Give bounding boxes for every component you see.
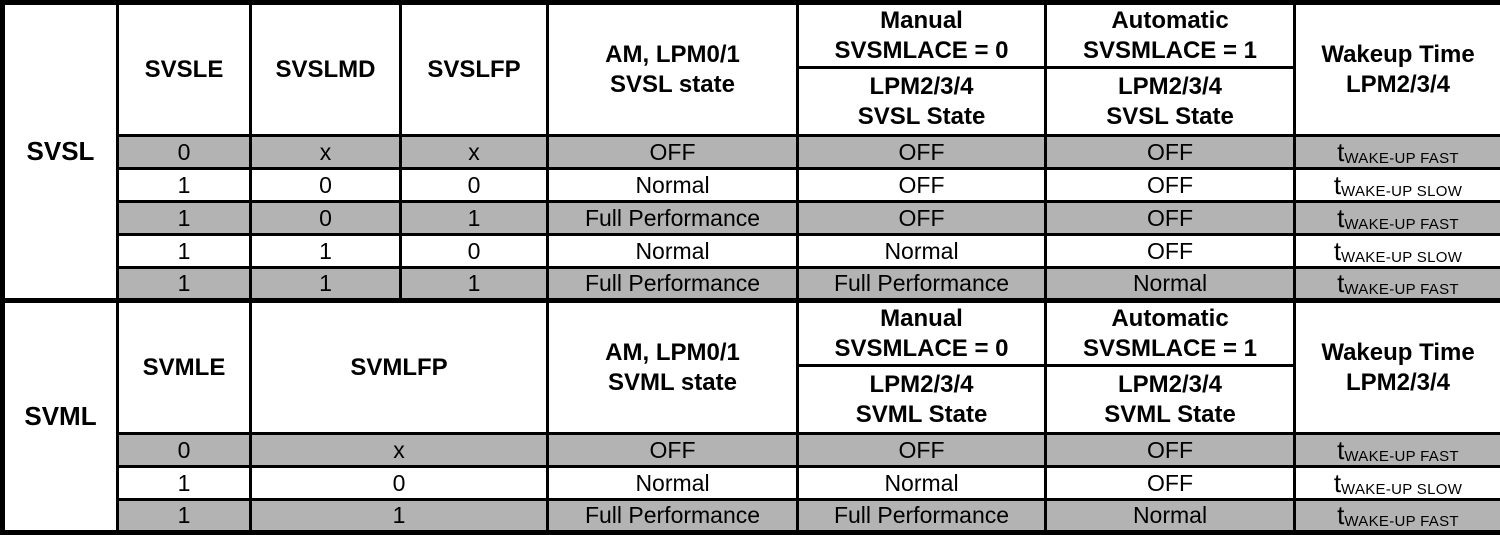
wakeup-time-symbol: t [1334,236,1341,266]
am-state-value: Normal [548,235,798,268]
wakeup-time-value: tWAKE-UP SLOW [1295,235,1500,268]
automatic-state-value: OFF [1046,467,1295,500]
wakeup-time-value: tWAKE-UP FAST [1295,202,1500,235]
svslfp-value: x [401,136,548,169]
svmlfp-value: 0 [251,467,548,500]
svml-header-automatic: Automatic SVSMLACE = 1 [1046,301,1295,366]
svsl-data-row: 1 1 1 Full Performance Full Performance … [3,268,1500,301]
svml-header-svmlfp: SVMLFP [251,301,548,434]
wakeup-time-subscript: WAKE-UP SLOW [1341,249,1462,266]
wakeup-time-subscript: WAKE-UP SLOW [1341,183,1462,200]
svml-header-manual: Manual SVSMLACE = 0 [798,301,1046,366]
am-state-value: Full Performance [548,202,798,235]
svml-data-row: 1 0 Normal Normal OFF tWAKE-UP SLOW [3,467,1500,500]
svml-header-row-top: SVML SVMLE SVMLFP AM, LPM0/1 SVML state … [3,301,1500,366]
wakeup-time-value: tWAKE-UP SLOW [1295,169,1500,202]
svml-header-automatic-lpm-state: LPM2/3/4 SVML State [1046,366,1295,434]
svml-header-svmle: SVMLE [118,301,251,434]
svsl-section-label: SVSL [3,3,118,301]
svslmd-value: 0 [251,202,401,235]
svsl-header-automatic: Automatic SVSMLACE = 1 [1046,3,1295,68]
wakeup-time-value: tWAKE-UP FAST [1295,434,1500,467]
svsl-header-svslmd: SVSLMD [251,3,401,136]
wakeup-time-subscript: WAKE-UP SLOW [1341,481,1462,498]
wakeup-time-value: tWAKE-UP SLOW [1295,467,1500,500]
svsle-value: 1 [118,169,251,202]
svml-header-am-state: AM, LPM0/1 SVML state [548,301,798,434]
svsle-value: 1 [118,268,251,301]
manual-state-value: OFF [798,136,1046,169]
manual-state-value: Normal [798,467,1046,500]
wakeup-time-value: tWAKE-UP FAST [1295,500,1500,533]
automatic-state-value: OFF [1046,169,1295,202]
svml-header-manual-lpm-state: LPM2/3/4 SVML State [798,366,1046,434]
svsl-header-wakeup-time: Wakeup Time LPM2/3/4 [1295,3,1500,136]
am-state-value: Normal [548,169,798,202]
svslmd-value: 1 [251,268,401,301]
manual-state-value: OFF [798,202,1046,235]
svslfp-value: 1 [401,268,548,301]
wakeup-time-subscript: WAKE-UP FAST [1344,448,1458,465]
svslmd-value: 1 [251,235,401,268]
wakeup-time-value: tWAKE-UP FAST [1295,268,1500,301]
svslmd-value: x [251,136,401,169]
wakeup-time-symbol: t [1334,468,1341,498]
manual-state-value: Full Performance [798,268,1046,301]
wakeup-time-subscript: WAKE-UP FAST [1344,281,1458,298]
svml-section-label: SVML [3,301,118,533]
svmle-value: 1 [118,467,251,500]
automatic-state-value: OFF [1046,202,1295,235]
svslmd-value: 0 [251,169,401,202]
automatic-state-value: Normal [1046,268,1295,301]
svml-data-row: 1 1 Full Performance Full Performance No… [3,500,1500,533]
svslfp-value: 1 [401,202,548,235]
wakeup-time-symbol: t [1334,170,1341,200]
wakeup-time-subscript: WAKE-UP FAST [1344,150,1458,167]
svsl-header-row-top: SVSL SVSLE SVSLMD SVSLFP AM, LPM0/1 SVSL… [3,3,1500,68]
svml-header-wakeup-time: Wakeup Time LPM2/3/4 [1295,301,1500,434]
svmlfp-value: 1 [251,500,548,533]
svsl-data-row: 0 x x OFF OFF OFF tWAKE-UP FAST [3,136,1500,169]
manual-state-value: OFF [798,169,1046,202]
am-state-value: OFF [548,434,798,467]
svslfp-value: 0 [401,169,548,202]
svsl-header-manual-lpm-state: LPM2/3/4 SVSL State [798,68,1046,136]
svsle-value: 1 [118,235,251,268]
svmle-value: 0 [118,434,251,467]
am-state-value: Full Performance [548,500,798,533]
automatic-state-value: OFF [1046,136,1295,169]
svml-data-row: 0 x OFF OFF OFF tWAKE-UP FAST [3,434,1500,467]
svsl-data-row: 1 1 0 Normal Normal OFF tWAKE-UP SLOW [3,235,1500,268]
manual-state-value: Normal [798,235,1046,268]
svsl-header-manual: Manual SVSMLACE = 0 [798,3,1046,68]
svsl-header-automatic-lpm-state: LPM2/3/4 SVSL State [1046,68,1295,136]
wakeup-time-value: tWAKE-UP FAST [1295,136,1500,169]
automatic-state-value: Normal [1046,500,1295,533]
wakeup-time-subscript: WAKE-UP FAST [1344,513,1458,530]
svslfp-value: 0 [401,235,548,268]
am-state-value: Normal [548,467,798,500]
svsle-value: 1 [118,202,251,235]
wakeup-time-subscript: WAKE-UP FAST [1344,216,1458,233]
am-state-value: OFF [548,136,798,169]
svmle-value: 1 [118,500,251,533]
am-state-value: Full Performance [548,268,798,301]
automatic-state-value: OFF [1046,235,1295,268]
svsl-header-svsle: SVSLE [118,3,251,136]
manual-state-value: OFF [798,434,1046,467]
svsl-header-svslfp: SVSLFP [401,3,548,136]
svsl-header-am-state: AM, LPM0/1 SVSL state [548,3,798,136]
automatic-state-value: OFF [1046,434,1295,467]
svsl-data-row: 1 0 0 Normal OFF OFF tWAKE-UP SLOW [3,169,1500,202]
manual-state-value: Full Performance [798,500,1046,533]
svsle-value: 0 [118,136,251,169]
svmlfp-value: x [251,434,548,467]
svsl-data-row: 1 0 1 Full Performance OFF OFF tWAKE-UP … [3,202,1500,235]
